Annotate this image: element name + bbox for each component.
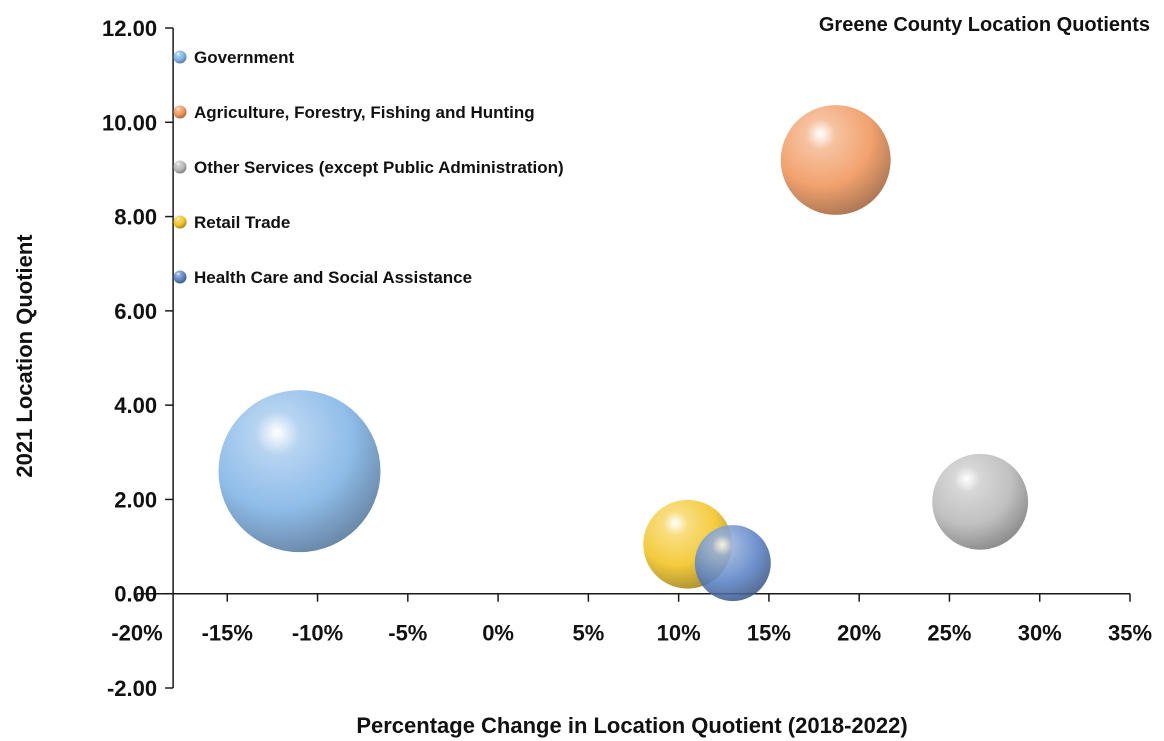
x-tick-label: 0% bbox=[482, 621, 514, 646]
x-tick-label: -10% bbox=[292, 621, 343, 646]
x-tick-label: -15% bbox=[202, 621, 253, 646]
x-tick-label: 30% bbox=[1018, 621, 1062, 646]
bubble-other-services-except-public-administration bbox=[932, 453, 1029, 550]
y-tick-label: 2.00 bbox=[114, 487, 157, 512]
bubble-health-care-and-social-assistance bbox=[694, 525, 771, 602]
legend-marker bbox=[173, 105, 187, 119]
bubbles bbox=[218, 105, 1029, 602]
legend-marker bbox=[173, 270, 187, 284]
legend-marker bbox=[173, 215, 187, 229]
y-tick-label: 4.00 bbox=[114, 393, 157, 418]
y-tick-label: 10.00 bbox=[102, 110, 157, 135]
x-tick-label: -20% bbox=[111, 621, 162, 646]
y-tick-label: 6.00 bbox=[114, 299, 157, 324]
axes: -2.00 0.00 2.00 4.00 6.00 8.00 10.00 12.00 -20% -… bbox=[102, 16, 1152, 701]
legend: Government Agriculture, Forestry, Fishing… bbox=[173, 48, 564, 287]
legend-label: Retail Trade bbox=[194, 213, 290, 232]
legend-label: Agriculture, Forestry, Fishing and Hunti… bbox=[194, 103, 535, 122]
legend-label: Government bbox=[194, 48, 294, 67]
legend-marker bbox=[173, 160, 187, 174]
legend-marker bbox=[173, 50, 187, 64]
x-tick-label: 15% bbox=[747, 621, 791, 646]
x-tick-label: -5% bbox=[388, 621, 427, 646]
y-tick-label: 8.00 bbox=[114, 205, 157, 230]
x-tick-label: 10% bbox=[657, 621, 701, 646]
x-axis-title: Percentage Change in Location Quotient (… bbox=[356, 713, 907, 738]
y-tick-label: 0.00 bbox=[114, 582, 157, 607]
bubble-government bbox=[218, 390, 381, 553]
x-tick-label: 20% bbox=[837, 621, 881, 646]
x-tick-label: 25% bbox=[927, 621, 971, 646]
chart-title: Greene County Location Quotients bbox=[819, 14, 1150, 36]
y-axis-title: 2021 Location Quotient bbox=[12, 234, 37, 478]
legend-label: Health Care and Social Assistance bbox=[194, 268, 472, 287]
x-tick-label: 5% bbox=[572, 621, 604, 646]
y-tick-label: 12.00 bbox=[102, 16, 157, 41]
bubble-agriculture-forestry-fishing-and-hunting bbox=[780, 105, 891, 215]
x-tick-label: 35% bbox=[1108, 621, 1152, 646]
y-tick-label: -2.00 bbox=[107, 676, 157, 701]
legend-label: Other Services (except Public Administra… bbox=[194, 158, 564, 177]
